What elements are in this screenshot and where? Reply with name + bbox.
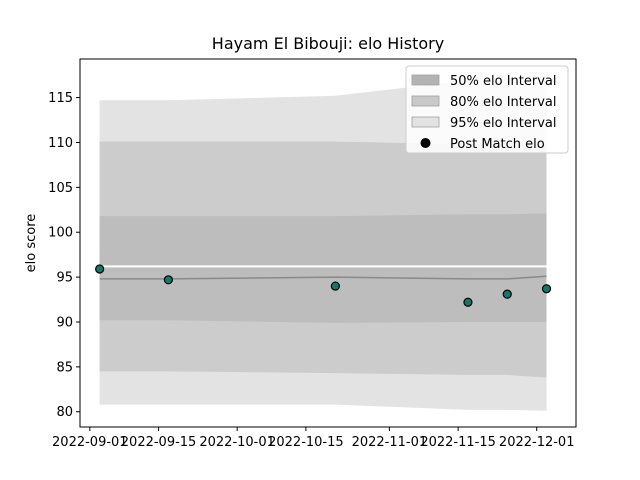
- legend-label: 95% elo Interval: [450, 116, 557, 131]
- interval-band-3: [99, 213, 547, 323]
- x-tick-label: 2022-12-01: [499, 435, 575, 450]
- y-tick-label: 90: [56, 315, 73, 330]
- y-tick-label: 110: [48, 136, 73, 151]
- legend-label: 80% elo Interval: [450, 95, 557, 110]
- x-tick-label: 2022-09-01: [52, 435, 128, 450]
- legend: 50% elo Interval 80% elo Interval 95% elo …: [405, 65, 569, 154]
- legend-patch: [411, 116, 440, 128]
- legend-box: [405, 65, 569, 154]
- x-tick-label: 2022-10-01: [199, 435, 275, 450]
- legend-patch: [411, 74, 440, 86]
- legend-label: 50% elo Interval: [450, 74, 557, 89]
- mean-elo-line: [99, 275, 547, 280]
- x-tick-label: 2022-11-15: [420, 435, 496, 450]
- legend-patch: [411, 95, 440, 107]
- chart-title: Hayam El Bibouji: elo History: [212, 34, 444, 53]
- post-match-point: [95, 264, 105, 274]
- y-axis-label: elo score: [24, 214, 39, 273]
- y-axis: 80 85 90 95 100 105 110 115: [48, 91, 80, 420]
- post-match-point: [502, 289, 512, 299]
- x-tick-label: 2022-11-01: [352, 435, 428, 450]
- y-tick-label: 105: [48, 181, 73, 196]
- legend-marker: [420, 138, 431, 148]
- legend-label: Post Match elo: [450, 137, 545, 152]
- x-tick-label: 2022-09-15: [121, 435, 197, 450]
- post-match-point: [463, 297, 473, 307]
- y-tick-label: 80: [56, 405, 73, 420]
- axes-frame: [79, 58, 577, 428]
- post-match-point: [541, 284, 552, 294]
- post-match-point: [330, 281, 340, 291]
- y-tick-label: 100: [48, 226, 73, 241]
- y-tick-label: 85: [56, 360, 73, 375]
- y-tick-label: 95: [56, 271, 73, 286]
- x-tick-label: 2022-10-15: [268, 435, 344, 450]
- y-tick-label: 115: [48, 91, 73, 106]
- post-match-point: [163, 275, 173, 285]
- plot-area: [95, 80, 552, 411]
